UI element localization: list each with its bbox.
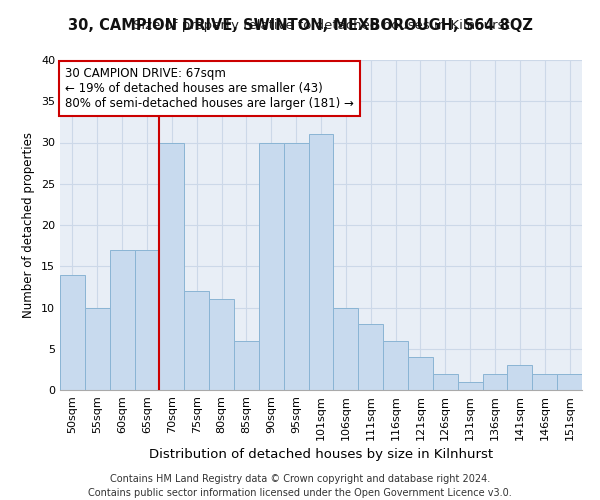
Bar bbox=[209, 299, 234, 390]
Bar bbox=[408, 357, 433, 390]
Bar bbox=[334, 308, 358, 390]
Bar bbox=[532, 374, 557, 390]
Y-axis label: Number of detached properties: Number of detached properties bbox=[22, 132, 35, 318]
Bar bbox=[259, 142, 284, 390]
Bar bbox=[110, 250, 134, 390]
Text: Contains HM Land Registry data © Crown copyright and database right 2024.
Contai: Contains HM Land Registry data © Crown c… bbox=[88, 474, 512, 498]
Bar bbox=[458, 382, 482, 390]
Bar bbox=[184, 291, 209, 390]
Bar bbox=[134, 250, 160, 390]
Bar bbox=[433, 374, 458, 390]
Text: 30 CAMPION DRIVE: 67sqm
← 19% of detached houses are smaller (43)
80% of semi-de: 30 CAMPION DRIVE: 67sqm ← 19% of detache… bbox=[65, 66, 354, 110]
Bar bbox=[284, 142, 308, 390]
Bar bbox=[85, 308, 110, 390]
Bar bbox=[557, 374, 582, 390]
Bar bbox=[482, 374, 508, 390]
Bar bbox=[383, 340, 408, 390]
Bar bbox=[358, 324, 383, 390]
Bar bbox=[160, 142, 184, 390]
Bar bbox=[308, 134, 334, 390]
Bar bbox=[508, 365, 532, 390]
Bar bbox=[234, 340, 259, 390]
Text: 30, CAMPION DRIVE, SWINTON, MEXBOROUGH, S64 8QZ: 30, CAMPION DRIVE, SWINTON, MEXBOROUGH, … bbox=[68, 18, 532, 32]
X-axis label: Distribution of detached houses by size in Kilnhurst: Distribution of detached houses by size … bbox=[149, 448, 493, 461]
Title: Size of property relative to detached houses in Kilnhurst: Size of property relative to detached ho… bbox=[133, 20, 509, 32]
Bar bbox=[60, 274, 85, 390]
